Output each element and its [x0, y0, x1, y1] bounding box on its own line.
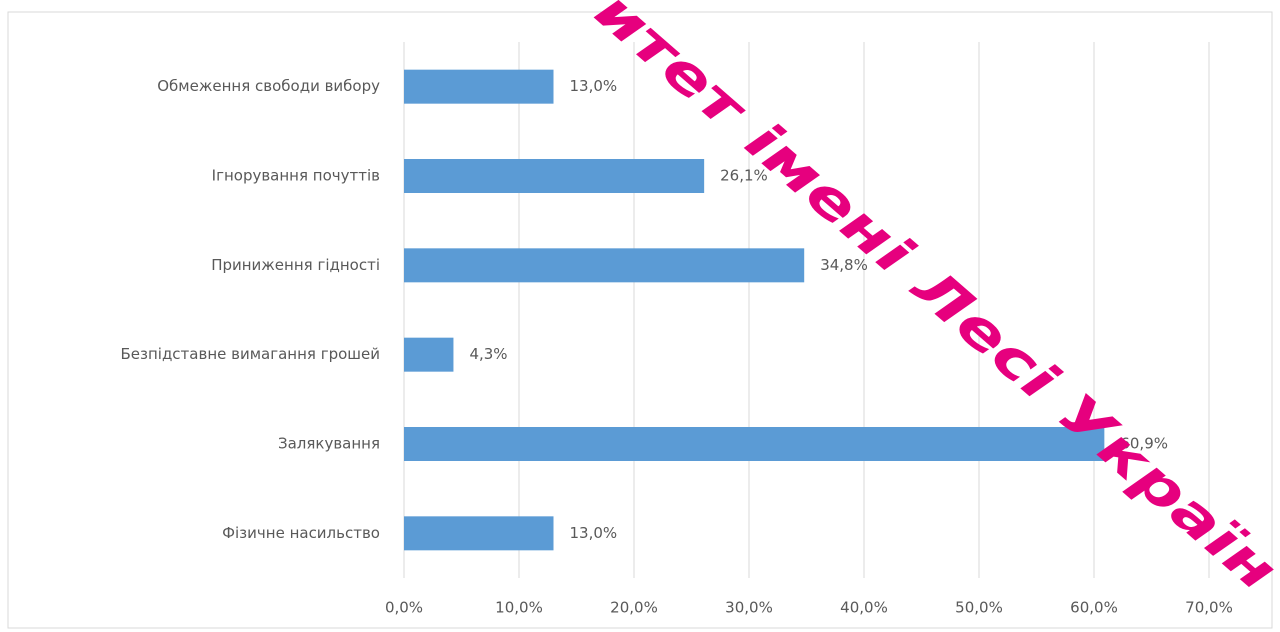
data-label: 13,0%: [570, 77, 618, 95]
bar: [404, 159, 705, 193]
x-tick-label: 10,0%: [495, 599, 543, 617]
watermark: итет імені Лесі Україн: [583, 0, 1280, 603]
data-label: 26,1%: [720, 167, 768, 185]
y-tick-label: Обмеження свободи вибору: [157, 77, 380, 95]
chart-border: [7, 11, 1273, 629]
x-tick-label: 0,0%: [385, 599, 423, 617]
bar: [404, 516, 554, 551]
y-tick-label: Ігнорування почуттів: [212, 167, 380, 185]
x-tick-label: 20,0%: [610, 599, 658, 617]
y-tick-label: Безпідставне вимагання грошей: [120, 345, 380, 363]
data-label: 34,8%: [820, 256, 868, 274]
x-tick-label: 30,0%: [725, 599, 773, 617]
y-tick-label: Приниження гідності: [211, 256, 380, 274]
bar: [404, 248, 805, 283]
bar: [404, 69, 554, 104]
data-label: 13,0%: [570, 524, 618, 542]
bar: [404, 427, 1105, 461]
x-tick-label: 70,0%: [1185, 599, 1233, 617]
data-label: 60,9%: [1120, 435, 1168, 453]
x-tick-label: 60,0%: [1070, 599, 1118, 617]
bar: [404, 337, 454, 372]
x-tick-label: 40,0%: [840, 599, 888, 617]
data-label: 4,3%: [469, 345, 507, 363]
y-tick-label: Залякування: [278, 435, 380, 453]
y-tick-label: Фізичне насильство: [222, 524, 380, 542]
x-tick-label: 50,0%: [955, 599, 1003, 617]
